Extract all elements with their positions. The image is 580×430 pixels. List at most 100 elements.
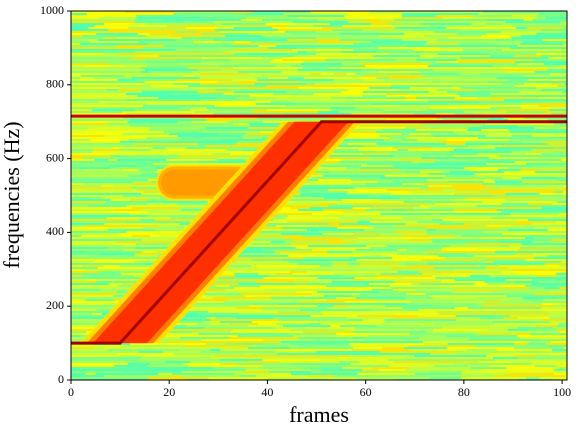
noise	[231, 79, 258, 81]
noise	[559, 127, 567, 129]
noise	[71, 373, 87, 375]
noise	[194, 111, 254, 113]
noise	[71, 303, 109, 305]
noise	[428, 269, 456, 271]
noise	[486, 187, 502, 189]
noise	[476, 151, 512, 153]
noise	[420, 141, 439, 143]
noise	[82, 35, 147, 37]
noise	[493, 323, 560, 325]
noise	[557, 325, 567, 327]
noise	[534, 127, 561, 129]
noise	[80, 171, 154, 173]
noise	[378, 71, 421, 73]
noise	[477, 333, 531, 335]
noise	[181, 37, 259, 39]
noise	[482, 183, 543, 185]
noise	[372, 205, 421, 207]
noise	[349, 319, 364, 321]
noise	[158, 97, 217, 99]
noise	[262, 249, 313, 251]
noise	[287, 215, 324, 217]
noise	[381, 347, 405, 349]
noise	[386, 245, 452, 247]
noise	[454, 301, 486, 303]
noise	[108, 63, 181, 65]
noise	[550, 239, 567, 241]
noise	[273, 313, 313, 315]
noise	[358, 101, 429, 103]
noise	[181, 137, 206, 139]
noise	[71, 273, 122, 275]
noise	[128, 107, 144, 109]
noise	[221, 103, 257, 105]
noise	[319, 359, 390, 361]
noise	[152, 147, 166, 149]
noise	[339, 39, 404, 41]
noise	[145, 137, 183, 139]
noise	[71, 51, 136, 53]
noise	[397, 271, 420, 273]
noise	[410, 349, 425, 351]
noise	[416, 201, 456, 203]
noise	[257, 37, 318, 39]
noise	[301, 63, 343, 65]
noise	[136, 153, 214, 155]
noise	[218, 47, 270, 49]
noise	[319, 155, 395, 157]
noise	[163, 351, 178, 353]
noise	[513, 343, 529, 345]
noise	[71, 197, 92, 199]
noise	[508, 329, 529, 331]
noise	[404, 277, 437, 279]
noise	[145, 13, 175, 15]
noise	[131, 135, 179, 137]
noise	[511, 37, 567, 39]
noise	[132, 181, 153, 183]
noise	[236, 97, 278, 99]
noise	[537, 281, 567, 283]
noise	[410, 73, 461, 75]
noise	[290, 329, 344, 331]
noise	[248, 127, 282, 129]
noise	[481, 207, 496, 209]
noise	[354, 187, 421, 189]
noise	[485, 163, 527, 165]
noise	[164, 327, 206, 329]
noise	[243, 137, 264, 139]
noise	[459, 65, 494, 67]
noise	[425, 43, 460, 45]
noise	[496, 209, 567, 211]
noise	[505, 111, 547, 113]
noise	[453, 149, 474, 151]
noise	[126, 231, 183, 233]
noise	[431, 81, 489, 83]
noise	[358, 329, 372, 331]
noise	[494, 179, 559, 181]
noise	[244, 291, 297, 293]
noise	[89, 41, 140, 43]
noise	[180, 375, 242, 377]
noise	[150, 149, 169, 151]
noise	[454, 279, 507, 281]
noise	[232, 11, 254, 13]
noise	[188, 85, 267, 87]
noise	[117, 285, 138, 287]
noise	[447, 347, 515, 349]
noise	[71, 37, 103, 39]
noise	[402, 13, 480, 15]
noise	[128, 139, 160, 141]
noise	[281, 71, 299, 73]
noise	[495, 251, 530, 253]
noise	[124, 11, 179, 13]
noise	[427, 101, 479, 103]
noise	[364, 75, 426, 77]
noise	[302, 183, 353, 185]
noise	[414, 355, 468, 357]
noise	[193, 283, 240, 285]
noise	[129, 91, 143, 93]
noise	[238, 71, 256, 73]
noise	[95, 195, 124, 197]
noise	[361, 369, 380, 371]
noise	[555, 273, 567, 275]
